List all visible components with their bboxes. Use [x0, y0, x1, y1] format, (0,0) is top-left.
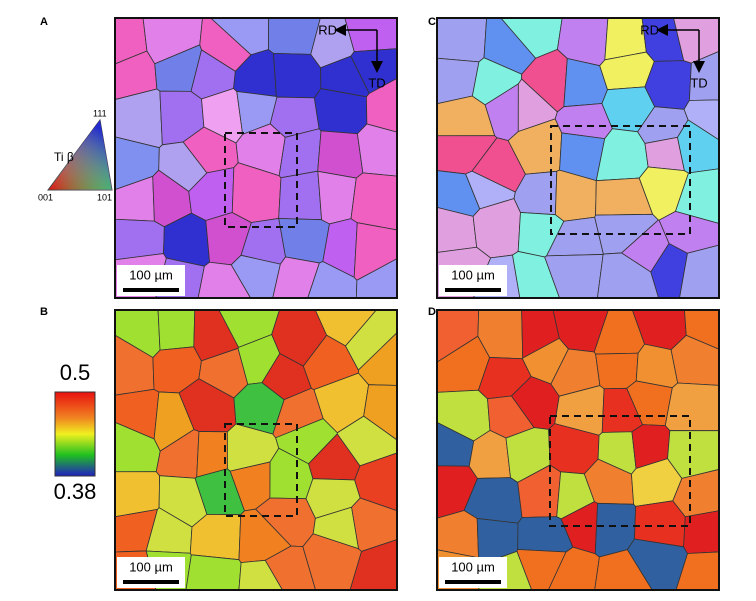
scale-label: 100 µm [129, 267, 173, 282]
scale-label: 100 µm [451, 559, 495, 574]
grain-map: 100 µm RD TD [114, 17, 398, 299]
grain [350, 172, 398, 231]
grain [278, 170, 323, 221]
grain [317, 130, 364, 179]
map-frame [436, 17, 720, 299]
map-frame [436, 309, 720, 591]
grain [595, 352, 639, 390]
grain [317, 170, 357, 225]
colorbar-max: 0.5 [60, 360, 91, 385]
grain [157, 309, 196, 351]
scale-bar [123, 580, 179, 584]
region-box [549, 415, 691, 527]
grain-map: 100 µm [114, 309, 398, 591]
grain [356, 123, 398, 177]
region-box [224, 132, 298, 228]
grain [313, 88, 368, 135]
grain [664, 382, 720, 432]
scale-bar [445, 288, 501, 292]
colorbar-min: 0.38 [54, 479, 97, 504]
ipf-corner: 101 [97, 192, 112, 202]
grain [683, 510, 720, 554]
scale-bar [445, 580, 501, 584]
ipf-triangle-shade [48, 120, 112, 190]
grain-map: 100 µm [436, 309, 720, 591]
ipf-corner: 111 [93, 108, 107, 118]
scale-bar [123, 288, 179, 292]
map-frame [114, 309, 398, 591]
grain [114, 218, 165, 261]
ipf-legend: Ti β 111 001 101 [38, 108, 113, 202]
rd-label: RD [640, 22, 659, 37]
grain [278, 218, 330, 264]
ipf-corner: 001 [38, 192, 53, 202]
panel-label: B [40, 306, 48, 318]
region-box [550, 125, 691, 235]
td-label: TD [368, 75, 385, 90]
colorbar-gradient [54, 391, 96, 477]
map-frame [114, 17, 398, 299]
maps: 100 µm RD TD 100 µm 100 µm RD TD 100 µm [114, 17, 720, 591]
panel-label: C [428, 16, 436, 28]
rd-label: RD [318, 22, 337, 37]
grain [436, 17, 488, 63]
colorbar: 0.5 0.38 [54, 360, 97, 504]
scale-label: 100 µm [451, 267, 495, 282]
grain [185, 554, 242, 591]
td-label: TD [690, 75, 707, 90]
panel-label: D [428, 306, 436, 318]
grain-map: 100 µm RD TD [436, 17, 720, 299]
scale-label: 100 µm [129, 559, 173, 574]
grain [273, 52, 322, 99]
ipf-phase: Ti β [54, 150, 74, 164]
panel-label: A [40, 16, 48, 28]
grain [344, 17, 398, 53]
region-box [224, 423, 298, 517]
